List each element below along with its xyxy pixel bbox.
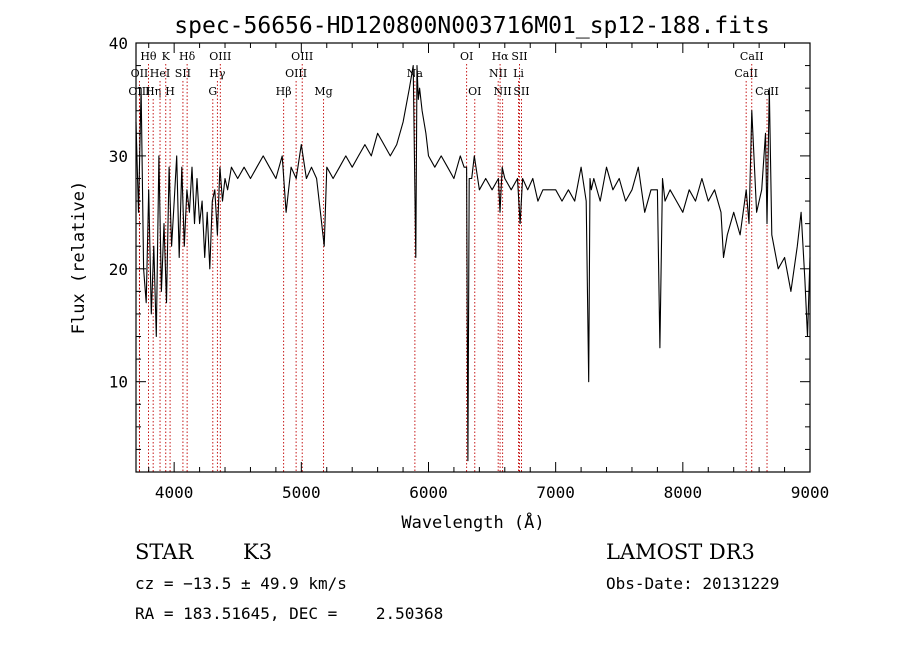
spectral-line-label: NII: [493, 85, 511, 98]
spectral-line-label: OIII: [285, 67, 307, 80]
info-obs-date: Obs-Date: 20131229: [606, 574, 780, 593]
spectral-line-label: OI: [468, 85, 481, 98]
spectral-line-label: H: [165, 85, 175, 98]
spectral-line-label: Hθ: [140, 50, 157, 63]
spectral-line-label: Na: [407, 67, 424, 80]
x-tick-label: 6000: [409, 483, 448, 502]
x-tick-label: 8000: [664, 483, 703, 502]
spectral-line-label: OI: [460, 50, 473, 63]
spectral-line-label: K: [162, 50, 171, 63]
spectral-line-label: OIII: [209, 50, 231, 63]
chart-title: spec-56656-HD120800N003716M01_sp12-188.f…: [174, 13, 769, 39]
spectral-line-label: NII: [489, 67, 507, 80]
spectral-line-label: CaII: [734, 67, 758, 80]
x-tick-label: 7000: [536, 483, 575, 502]
spectral-line-label: CaII: [755, 85, 779, 98]
x-tick-label: 9000: [791, 483, 830, 502]
spectral-line-label: Hα: [492, 50, 510, 63]
y-axis-label: Flux (relative): [69, 181, 89, 335]
spectrum-line: [135, 65, 811, 462]
spectral-line-label: Hβ: [276, 85, 292, 98]
y-tick-label: 30: [109, 147, 128, 166]
spectral-line-label: Mg: [314, 85, 332, 98]
y-tick-label: 10: [109, 373, 128, 392]
spectral-line-label: SII: [175, 67, 191, 80]
plot-frame: [135, 42, 811, 473]
spectral-line-label: Hγ: [209, 67, 226, 80]
spectral-line-label: Hδ: [179, 50, 196, 63]
spectral-line-label: Li: [513, 67, 524, 80]
spectral-line-label: CaII: [740, 50, 764, 63]
spectral-line-label: HeI: [150, 67, 170, 80]
info-survey: LAMOST DR3: [606, 540, 755, 564]
y-tick-label: 40: [109, 34, 128, 53]
spectral-line-label: G: [208, 85, 217, 98]
info-redshift: cz = −13.5 ± 49.9 km/s: [135, 574, 347, 593]
spectral-line-label: SII: [511, 50, 527, 63]
spectral-line-label: OIII: [291, 50, 313, 63]
spectral-line-label: OII: [131, 67, 149, 80]
spectral-line-label: Hη: [145, 85, 161, 98]
info-coordinates: RA = 183.51645, DEC = 2.50368: [135, 604, 444, 623]
info-class: STAR: [135, 540, 194, 564]
x-tick-label: 5000: [282, 483, 321, 502]
spectral-line-label: SII: [513, 85, 529, 98]
info-subclass: K3: [243, 540, 273, 564]
x-tick-label: 4000: [155, 483, 194, 502]
x-axis-label: Wavelength (Å): [401, 511, 544, 533]
spectral-line-label: OIII: [128, 85, 150, 98]
y-tick-label: 20: [109, 260, 128, 279]
